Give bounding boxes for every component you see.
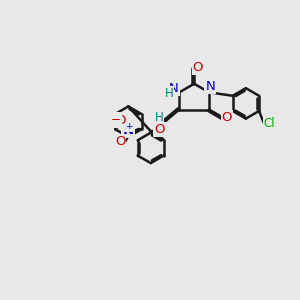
Text: O: O (222, 111, 232, 124)
Text: +: + (125, 122, 133, 131)
Text: O: O (193, 61, 203, 74)
Text: O: O (115, 114, 125, 128)
Text: O: O (115, 135, 125, 148)
Text: −: − (111, 113, 121, 126)
Text: O: O (154, 123, 165, 136)
Text: N: N (206, 80, 215, 93)
Text: H: H (154, 111, 163, 124)
Text: N: N (122, 124, 134, 137)
Text: H: H (165, 87, 173, 100)
Text: N: N (169, 82, 179, 95)
Text: Cl: Cl (263, 117, 275, 130)
